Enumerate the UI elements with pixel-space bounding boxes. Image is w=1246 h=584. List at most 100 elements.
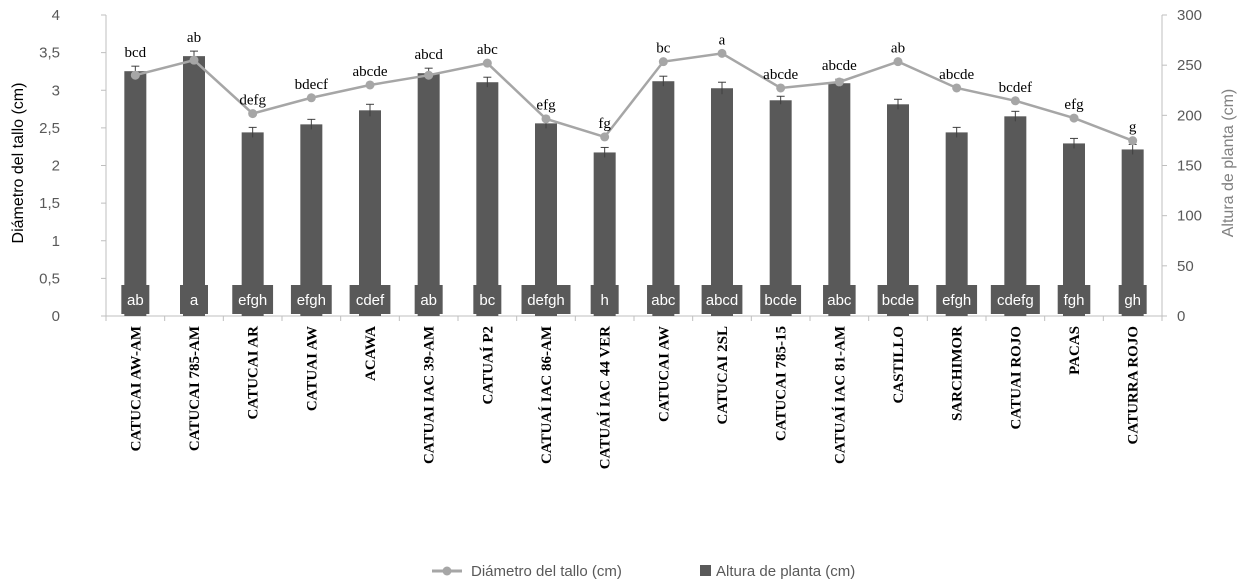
x-tick-label: CATUCAI 785-AM [187,326,203,451]
x-tick-label: CATUAÍ IAC 44 VER [597,326,614,469]
bar [1063,143,1085,316]
y-tick-label-left: 0 [52,308,60,325]
bar-letter-label: abc [651,292,676,309]
x-tick-label: PACAS [1067,326,1083,375]
x-tick-label: CATUAI ROJO [1008,326,1024,429]
diameter-point [189,55,199,65]
bar-letter-box [121,285,150,314]
diameter-letter-label: ab [187,30,201,46]
diameter-letter-label: efg [1064,97,1084,113]
bar-letter-box [414,285,443,314]
diameter-letter-label: a [719,32,726,48]
diameter-point [952,83,962,93]
diameter-letter-label: fg [598,116,611,132]
bar-letter-box [521,285,571,314]
bar-letter-box [647,285,680,314]
bar [535,123,557,316]
diameter-letter-label: defg [239,93,266,109]
y-tick-label-left: 3 [52,82,60,99]
y-tick-label-left: 3,5 [39,45,60,62]
y-tick-label-right: 0 [1177,308,1185,325]
diameter-letter-label: abcd [415,47,444,63]
diameter-point [482,58,492,68]
y-tick-label-left: 4 [52,7,60,24]
y-tick-label-right: 300 [1177,7,1202,24]
legend: Diámetro del tallo (cm) Altura de planta… [432,563,855,580]
x-tick-label: SARCHIMOR [950,326,966,421]
bar-letter-label: bcde [882,292,915,309]
y-axis-title-right: Altura de planta (cm) [1220,89,1237,238]
legend-label-diameter: Diámetro del tallo (cm) [471,563,622,580]
bar-letter-label: gh [1124,292,1141,309]
diameter-point [600,132,610,142]
bar-letter-label: defgh [527,292,565,309]
bar-letter-label: abc [827,292,852,309]
bar-letter-label: fgh [1064,292,1085,309]
diameter-letter-label: bcdef [999,80,1032,96]
diameter-letter-label: abc [477,42,498,58]
bar-letter-label: ab [127,292,144,309]
bar-letter-label: abcd [706,292,739,309]
diameter-letter-label: abcde [939,67,974,83]
bar-letter-label: cdef [356,292,385,309]
diameter-point [1010,96,1020,106]
bars [124,50,1144,317]
diameter-point [776,83,786,93]
legend-label-height: Altura de planta (cm) [716,563,855,580]
bar-letter-label: cdefg [997,292,1034,309]
bar-letter-box [473,285,502,314]
bar-letter-box [877,285,919,314]
labels: ab a efgh efgh cdef ab bc defgh h abc abcd bcde abc b… [121,30,1147,314]
x-tick-label: CATUAÍ IAC 86-AM [538,326,555,464]
bar [359,110,381,316]
bar [652,81,675,316]
legend-line-marker [442,566,452,576]
y-tick-label-right: 150 [1177,158,1202,175]
bar-letter-box [701,285,743,314]
diameter-point [1069,113,1079,123]
bar-letter-box [760,285,802,314]
y-tick-label-left: 1,5 [39,195,60,212]
bar [417,73,440,317]
diameter-letter-label: bcd [124,45,146,61]
bar-letter-label: ab [420,292,437,309]
y-tick-label-left: 2 [52,158,60,175]
bar [300,124,323,316]
bar-letter-box [290,285,332,314]
diameter-letter-label: efg [536,97,556,113]
bar [828,83,851,316]
legend-bar-swatch [700,565,711,576]
diameter-letter-label: abcde [353,64,388,80]
bar-letter-label: efgh [297,292,326,309]
bar [769,100,792,317]
diameter-point [541,114,551,124]
bar-letter-label: h [600,292,608,309]
bar [476,82,499,317]
bar [711,88,733,316]
bar [945,132,968,316]
diameter-letter-label: bc [656,41,671,57]
bar-letter-label: efgh [942,292,971,309]
x-tick-label: CATUCAI 2SL [715,326,731,425]
x-tick-label: CATUCAI AR [246,326,262,420]
diameter-point [306,93,316,103]
diameter-letter-label: abcde [822,58,857,74]
bar-letter-label: bc [479,292,495,309]
bar [887,104,909,317]
bar [1121,149,1144,316]
bar-letter-label: bcde [764,292,797,309]
bar [593,152,616,316]
x-tick-label: CATUAÍ P2 [479,326,496,404]
y-tick-label-right: 200 [1177,107,1202,124]
x-tick-label: CATUAÍ IAC 81-AM [831,326,848,464]
diameter-point [717,48,727,58]
bar-letter-label: efgh [238,292,267,309]
bar-letter-box [823,285,856,314]
bar-letter-box [1057,285,1091,314]
diameter-point [834,77,844,87]
x-tick-label: CATUAI IAC 39-AM [422,326,438,464]
bar-letter-box [990,285,1040,314]
bar-letter-box [349,285,391,314]
y-tick-label-right: 100 [1177,208,1202,225]
diameter-letter-label: g [1129,120,1137,136]
